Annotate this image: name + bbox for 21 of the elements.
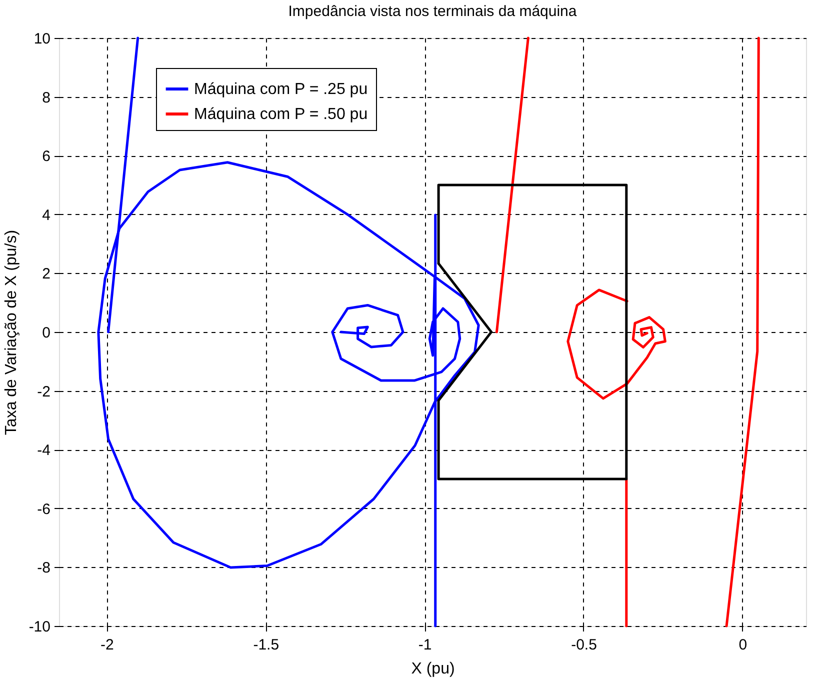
x-tick-label: 0 [738, 636, 748, 654]
x-tick-label: -0.5 [571, 636, 597, 654]
y-tick-label: -10 [28, 618, 50, 636]
x-tick-label: -1 [418, 636, 432, 654]
x-axis-title: X (pu) [411, 660, 455, 678]
y-tick-label: 8 [42, 89, 50, 106]
x-tick-label: -1.5 [253, 636, 280, 654]
y-tick-label: 10 [34, 30, 50, 48]
legend-label: Máquina com P = .50 pu [194, 106, 368, 123]
y-tick-label: -2 [37, 383, 50, 400]
y-axis-title: Taxa de Variação de X (pu/s) [2, 230, 20, 436]
y-tick-label: 4 [42, 206, 50, 224]
x-tick-label: -2 [100, 636, 114, 654]
y-tick-label: -8 [37, 560, 50, 577]
y-tick-label: 2 [42, 266, 50, 283]
y-tick-label: -6 [37, 500, 50, 518]
y-tick-label: -4 [37, 442, 50, 460]
y-tick-label: 0 [42, 324, 50, 342]
y-tick-label: 6 [42, 148, 50, 166]
legend-label: Máquina com P = .25 pu [194, 81, 368, 98]
chart-title: Impedância vista nos terminais da máquina [288, 3, 578, 20]
